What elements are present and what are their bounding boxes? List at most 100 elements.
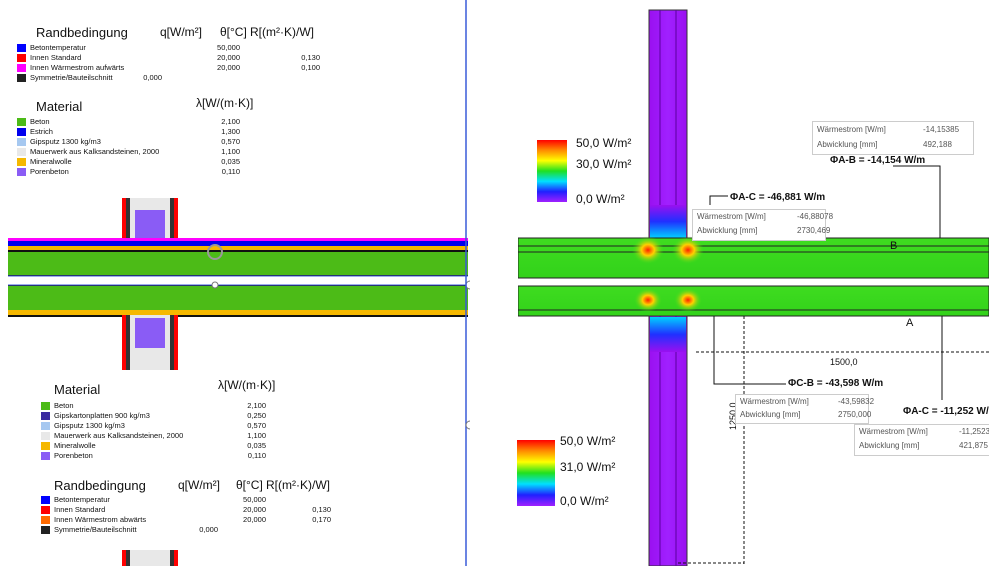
color-swatch — [17, 168, 26, 176]
rotate-handle-icon — [207, 244, 223, 260]
row-value: 421,875 — [959, 441, 988, 450]
rand-title: Randbedingung — [54, 478, 146, 493]
lambda-value: 0,035 — [247, 441, 266, 450]
q-header: q[W/m²] — [178, 478, 220, 492]
lambda-value: 2,100 — [221, 117, 240, 126]
phi-ac2-table: Wärmestrom [W/m] -11,2523 Abwicklung [mm… — [854, 424, 989, 456]
color-swatch — [41, 526, 50, 534]
material-label: Beton — [30, 117, 50, 126]
row-label: Abwicklung [mm] — [697, 226, 758, 235]
theta-header: θ[°C] — [236, 478, 263, 492]
color-swatch — [41, 442, 50, 450]
rand-label: Innen Wärmestrom aufwärts — [30, 63, 125, 72]
material-label: Mauerwerk aus Kalksandsteinen, 2000 — [30, 147, 160, 156]
theta-value: 50,000 — [217, 43, 240, 52]
theta-value: 50,000 — [243, 495, 266, 504]
rand-label: Innen Wärmestrom abwärts — [54, 515, 147, 524]
theta-value: 20,000 — [217, 53, 240, 62]
phi-ab-label[interactable]: ΦA-B = -14,154 W/m — [830, 155, 926, 166]
material-label: Porenbeton — [30, 167, 69, 176]
row-value: -11,2523 — [959, 427, 989, 436]
scale-top-mid: 30,0 W/m² — [576, 157, 632, 171]
color-swatch — [41, 506, 50, 514]
lambda-header: λ[W/(m·K)] — [218, 378, 276, 392]
color-swatch — [17, 44, 26, 52]
color-swatch — [41, 412, 50, 420]
point-a-label: A — [906, 317, 914, 329]
material-label: Gipsputz 1300 kg/m3 — [54, 421, 125, 430]
lambda-value: 0,570 — [247, 421, 266, 430]
color-swatch — [17, 74, 26, 82]
color-swatch — [17, 118, 26, 126]
scale-bottom-mid: 31,0 W/m² — [560, 460, 616, 474]
material-row: Gipsputz 1300 kg/m3 0,570 — [41, 421, 361, 431]
color-scale-bottom — [517, 440, 555, 506]
rand-label: Innen Standard — [54, 505, 106, 514]
lambda-value: 1,300 — [221, 127, 240, 136]
dim-1500: 1500,0 — [830, 357, 858, 367]
row-value: -46,88078 — [797, 212, 834, 221]
rand-row: Betontemperatur 50,000 — [41, 495, 361, 505]
phi-ab-table: Wärmestrom [W/m] -14,15385 Abwicklung [m… — [812, 121, 974, 155]
material-label: Gipskartonplatten 900 kg/m3 — [54, 411, 150, 420]
color-swatch — [17, 138, 26, 146]
lambda-value: 0,110 — [221, 167, 240, 176]
rand-row: Betontemperatur 50,000 — [17, 43, 337, 53]
row-value: -14,15385 — [923, 125, 960, 134]
row-label: Abwicklung [mm] — [740, 410, 801, 419]
scale-bottom-min: 0,0 W/m² — [560, 494, 609, 508]
lambda-value: 2,100 — [247, 401, 266, 410]
phi-ac-label[interactable]: ΦA-C = -46,881 W/m — [730, 192, 826, 203]
rand-row: Innen Standard 20,000 0,130 — [17, 53, 337, 63]
heatflux-canvas[interactable] — [518, 0, 989, 566]
rand-row: Innen Standard 20,000 0,130 — [41, 505, 361, 515]
phi-cb-table: Wärmestrom [W/m] -43,59832 Abwicklung [m… — [735, 394, 874, 424]
lambda-header: λ[W/(m·K)] — [196, 96, 254, 110]
r-value: 0,130 — [312, 505, 331, 514]
material-row: Beton 2,100 — [41, 401, 361, 411]
phi-ac2-label[interactable]: ΦA-C = -11,252 W/m — [903, 406, 989, 417]
lambda-value: 1,100 — [247, 431, 266, 440]
material-label: Porenbeton — [54, 451, 93, 460]
scale-top-min: 0,0 W/m² — [576, 192, 625, 206]
rand-title: Randbedingung — [36, 25, 128, 40]
q-value: 0,000 — [199, 525, 218, 534]
rand-label: Innen Standard — [30, 53, 82, 62]
top-legend: Randbedingung q[W/m²] θ[°C] R[(m²·K)/W] … — [0, 0, 340, 200]
color-swatch — [41, 422, 50, 430]
row-label: Wärmestrom [W/m] — [859, 427, 928, 436]
material-label: Mauerwerk aus Kalksandsteinen, 2000 — [54, 431, 184, 440]
phi-cb-label[interactable]: ΦC-B = -43,598 W/m — [788, 378, 884, 389]
material-row: Mineralwolle 0,035 — [41, 441, 361, 451]
material-label: Mineralwolle — [54, 441, 96, 450]
row-value: -43,59832 — [838, 397, 875, 406]
color-swatch — [17, 64, 26, 72]
rand-row: Symmetrie/Bauteilschnitt 0,000 — [17, 73, 337, 83]
theta-value: 20,000 — [243, 515, 266, 524]
row-label: Wärmestrom [W/m] — [740, 397, 809, 406]
color-swatch — [41, 452, 50, 460]
theta-value: 20,000 — [217, 63, 240, 72]
theta-value: 20,000 — [243, 505, 266, 514]
material-label: Estrich — [30, 127, 53, 136]
color-swatch — [17, 158, 26, 166]
lambda-value: 0,250 — [247, 411, 266, 420]
row-label: Wärmestrom [W/m] — [817, 125, 886, 134]
rand-label: Symmetrie/Bauteilschnitt — [30, 73, 113, 82]
rand-label: Betontemperatur — [54, 495, 110, 504]
color-swatch — [17, 54, 26, 62]
lambda-value: 0,035 — [221, 157, 240, 166]
rand-row: Innen Wärmestrom abwärts 20,000 0,170 — [41, 515, 361, 525]
material-row: Mauerwerk aus Kalksandsteinen, 2000 1,100 — [17, 147, 337, 157]
rand-label: Symmetrie/Bauteilschnitt — [54, 525, 137, 534]
material-row: Gipskartonplatten 900 kg/m3 0,250 — [41, 411, 361, 421]
rand-row: Symmetrie/Bauteilschnitt 0,000 — [41, 525, 361, 535]
material-label: Gipsputz 1300 kg/m3 — [30, 137, 101, 146]
phi-ac-table: Wärmestrom [W/m] -46,88078 Abwicklung [m… — [692, 209, 833, 241]
lambda-value: 0,570 — [221, 137, 240, 146]
row-label: Abwicklung [mm] — [817, 140, 878, 149]
color-swatch — [41, 432, 50, 440]
lambda-value: 1,100 — [221, 147, 240, 156]
r-value: 0,170 — [312, 515, 331, 524]
material-row: Porenbeton 0,110 — [41, 451, 361, 461]
